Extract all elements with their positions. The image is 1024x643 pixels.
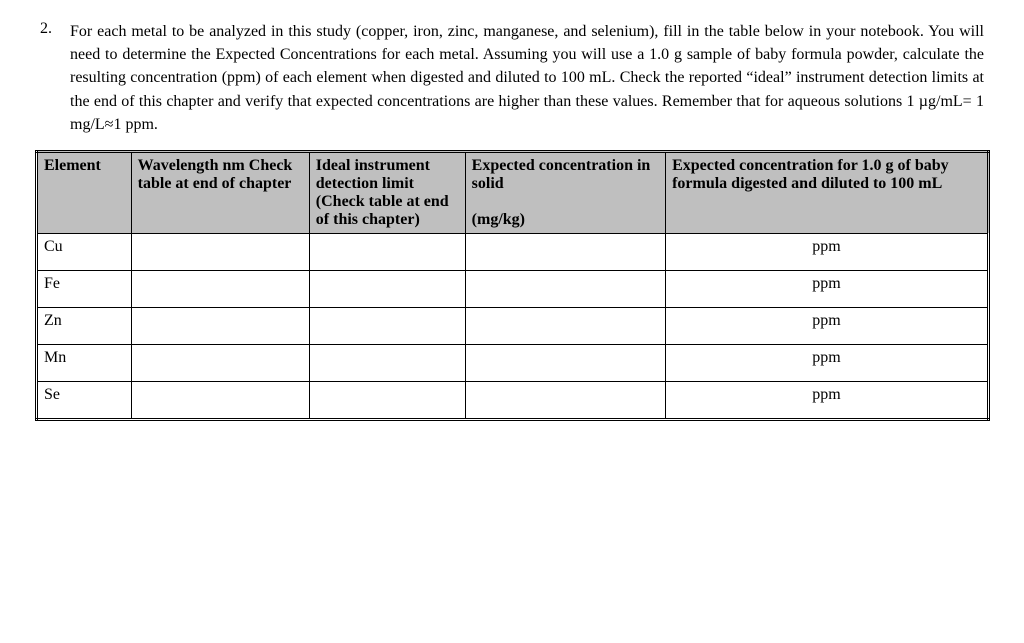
cell-exp-solid: [465, 381, 665, 419]
cell-wavelength: [131, 307, 309, 344]
cell-wavelength: [131, 233, 309, 270]
question-text: For each metal to be analyzed in this st…: [70, 20, 984, 136]
question-number: 2.: [40, 20, 70, 38]
cell-element: Fe: [37, 270, 132, 307]
cell-element: Se: [37, 381, 132, 419]
cell-element: Zn: [37, 307, 132, 344]
header-expected-solid-line2: (mg/kg): [472, 211, 525, 228]
header-expected-solid: Expected concentration in solid (mg/kg): [465, 151, 665, 233]
cell-element: Mn: [37, 344, 132, 381]
header-element: Element: [37, 151, 132, 233]
table-row: Mn ppm: [37, 344, 989, 381]
header-wavelength: Wavelength nm Check table at end of chap…: [131, 151, 309, 233]
cell-ideal: [309, 233, 465, 270]
cell-exp-solid: [465, 344, 665, 381]
cell-unit: ppm: [666, 270, 989, 307]
cell-unit: ppm: [666, 381, 989, 419]
cell-ideal: [309, 270, 465, 307]
cell-exp-solid: [465, 270, 665, 307]
header-ideal: Ideal instrument detection limit (Check …: [309, 151, 465, 233]
cell-wavelength: [131, 344, 309, 381]
cell-ideal: [309, 381, 465, 419]
cell-wavelength: [131, 270, 309, 307]
cell-unit: ppm: [666, 233, 989, 270]
cell-unit: ppm: [666, 344, 989, 381]
cell-exp-solid: [465, 233, 665, 270]
cell-element: Cu: [37, 233, 132, 270]
cell-ideal: [309, 307, 465, 344]
table-row: Se ppm: [37, 381, 989, 419]
header-expected-solid-line1: Expected concentration in solid: [472, 157, 651, 192]
table-row: Zn ppm: [37, 307, 989, 344]
header-row: Element Wavelength nm Check table at end…: [37, 151, 989, 233]
table-row: Cu ppm: [37, 233, 989, 270]
cell-exp-solid: [465, 307, 665, 344]
header-expected-final: Expected concentration for 1.0 g of baby…: [666, 151, 989, 233]
metals-table: Element Wavelength nm Check table at end…: [35, 150, 990, 421]
question-block: 2. For each metal to be analyzed in this…: [30, 20, 1004, 136]
table-row: Fe ppm: [37, 270, 989, 307]
cell-wavelength: [131, 381, 309, 419]
cell-unit: ppm: [666, 307, 989, 344]
cell-ideal: [309, 344, 465, 381]
